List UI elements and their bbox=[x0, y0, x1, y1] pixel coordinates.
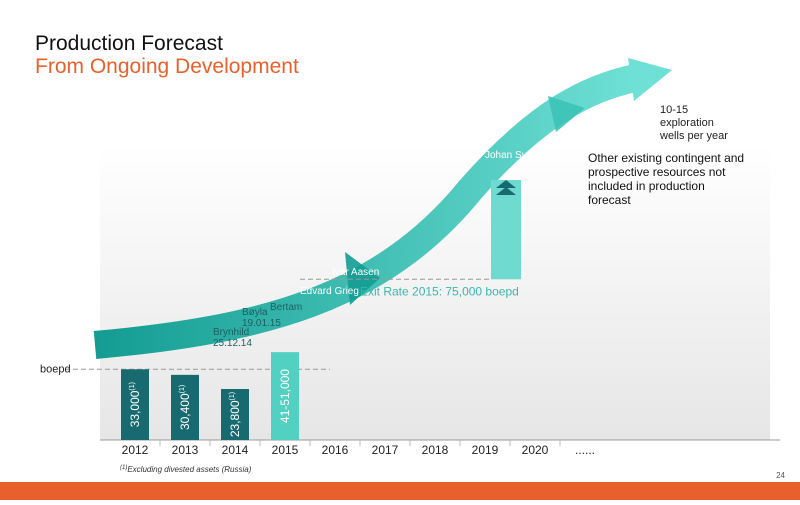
x-tick-label: ...... bbox=[575, 443, 595, 457]
growth-arrow bbox=[93, 64, 639, 359]
resources-note: Other existing contingent and prospective… bbox=[588, 151, 744, 207]
footer-band bbox=[0, 482, 800, 500]
sverdrup-chevron bbox=[496, 187, 516, 195]
x-tick-label: 2013 bbox=[172, 443, 199, 457]
bar bbox=[121, 369, 149, 440]
bar-label-value: 41-51,000 bbox=[278, 369, 292, 423]
x-tick-label: 2016 bbox=[322, 443, 349, 457]
y-axis-label: boepd bbox=[40, 363, 71, 375]
project-name: Brynhild bbox=[213, 327, 249, 338]
bar-label-value: 23,800 bbox=[228, 400, 242, 437]
bar-label-value: 30,400 bbox=[178, 393, 192, 430]
bar-label-note: (1) bbox=[229, 392, 236, 401]
title: Production Forecast bbox=[35, 32, 223, 55]
bar bbox=[221, 389, 249, 440]
x-tick-label: 2012 bbox=[122, 443, 149, 457]
page-number: 24 bbox=[776, 471, 785, 480]
bar-label: 41-51,000 bbox=[278, 369, 292, 423]
footnote-text: Excluding divested assets (Russia) bbox=[127, 465, 251, 474]
project-date: 25.12.14 bbox=[213, 338, 252, 349]
bar bbox=[171, 374, 199, 440]
arrow-chevron bbox=[345, 252, 380, 305]
x-tick-label: 2020 bbox=[522, 443, 549, 457]
x-tick-label: 2014 bbox=[222, 443, 249, 457]
project-name: Edvard Grieg bbox=[300, 286, 359, 297]
footnote-mark: (1) bbox=[120, 465, 127, 471]
resources-note-line: included in production bbox=[588, 179, 705, 193]
sverdrup-block bbox=[491, 180, 521, 280]
bar bbox=[271, 352, 299, 440]
resources-note-line: forecast bbox=[588, 193, 631, 207]
bar-label-note: (1) bbox=[179, 385, 186, 394]
x-tick-label: 2018 bbox=[422, 443, 449, 457]
project-name: Bertam bbox=[270, 302, 302, 313]
x-tick-label: 2015 bbox=[272, 443, 299, 457]
exploration-note-line: exploration bbox=[660, 117, 714, 129]
project-name: Bøyla bbox=[242, 307, 268, 318]
project-name: Johan Sverdrup bbox=[485, 150, 556, 161]
sverdrup-chevron bbox=[496, 180, 516, 188]
exploration-note-line: 10-15 bbox=[660, 104, 688, 116]
plot-area bbox=[100, 145, 770, 440]
exploration-note-line: wells per year bbox=[659, 130, 728, 142]
exploration-note: 10-15 exploration wells per year bbox=[659, 104, 728, 142]
bar-label-note: (1) bbox=[129, 382, 136, 391]
resources-note-line: Other existing contingent and bbox=[588, 151, 744, 165]
x-tick-label: 2019 bbox=[472, 443, 499, 457]
bar-label: 33,000(1) bbox=[128, 382, 142, 427]
bar-label-value: 33,000 bbox=[128, 390, 142, 427]
exit-rate-label: Exit Rate 2015: 75,000 boepd bbox=[360, 284, 519, 298]
subtitle: From Ongoing Development bbox=[35, 55, 299, 78]
bar-label: 23,800(1) bbox=[228, 392, 242, 437]
project-date: 19.01.15 bbox=[242, 318, 281, 329]
project-name: Ivar Aasen bbox=[332, 267, 379, 278]
bar-label: 30,400(1) bbox=[178, 385, 192, 430]
footnote: (1)Excluding divested assets (Russia) bbox=[120, 465, 252, 474]
arrow-chevron bbox=[548, 96, 585, 132]
arrow-head bbox=[628, 58, 672, 101]
x-tick-label: 2017 bbox=[372, 443, 399, 457]
resources-note-line: prospective resources not bbox=[588, 165, 726, 179]
